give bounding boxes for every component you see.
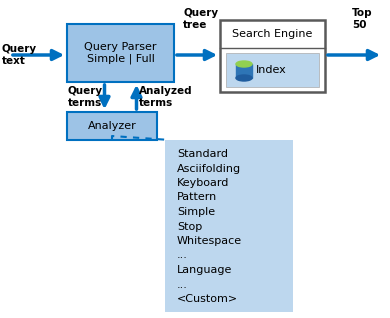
FancyBboxPatch shape <box>220 20 325 92</box>
Text: Asciifolding: Asciifolding <box>177 163 241 174</box>
Text: Index: Index <box>256 65 287 75</box>
Text: Pattern: Pattern <box>177 192 217 203</box>
Text: Analyzed
terms: Analyzed terms <box>138 86 192 107</box>
Text: Query
tree: Query tree <box>183 8 218 30</box>
Text: Analyzer: Analyzer <box>88 121 136 131</box>
FancyBboxPatch shape <box>165 140 293 312</box>
Text: Language: Language <box>177 265 232 275</box>
Text: Standard: Standard <box>177 149 228 159</box>
Text: Search Engine: Search Engine <box>232 29 313 39</box>
Text: Query
terms: Query terms <box>67 86 103 107</box>
FancyBboxPatch shape <box>67 24 174 82</box>
Text: <Custom>: <Custom> <box>177 294 238 304</box>
Text: Stop: Stop <box>177 222 202 232</box>
Text: Query Parser
Simple | Full: Query Parser Simple | Full <box>84 42 157 65</box>
Text: Top
50: Top 50 <box>352 8 372 30</box>
FancyBboxPatch shape <box>67 112 157 140</box>
Text: ...: ... <box>177 280 188 289</box>
Ellipse shape <box>236 75 252 81</box>
FancyBboxPatch shape <box>226 53 319 87</box>
Bar <box>236 64 252 78</box>
Ellipse shape <box>236 61 252 67</box>
Text: Simple: Simple <box>177 207 215 217</box>
Text: ...: ... <box>177 251 188 260</box>
Text: Whitespace: Whitespace <box>177 236 242 246</box>
Text: Keyboard: Keyboard <box>177 178 229 188</box>
Text: Query
text: Query text <box>2 44 37 66</box>
